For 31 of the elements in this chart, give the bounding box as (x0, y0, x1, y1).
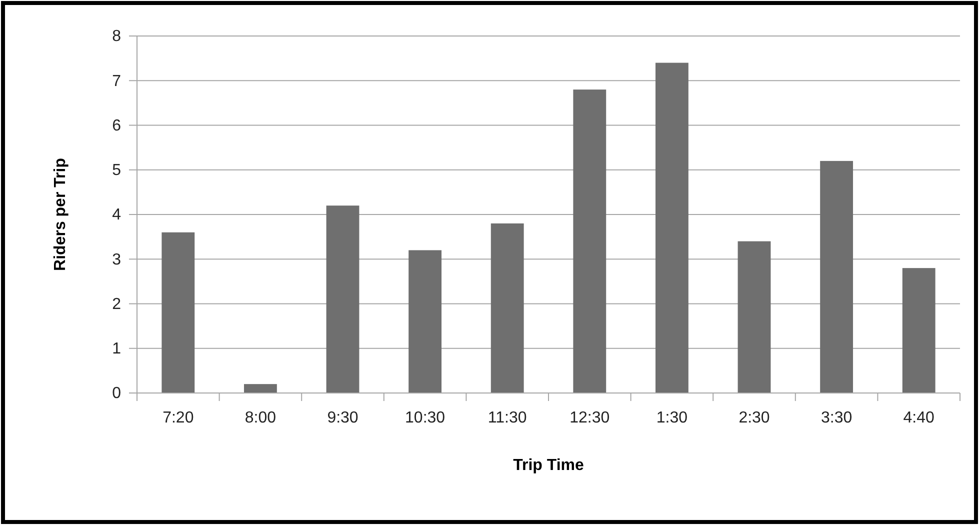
y-tick-label: 4 (112, 206, 122, 224)
y-tick-label: 6 (112, 117, 122, 134)
bar (573, 90, 606, 393)
y-tick-label: 1 (112, 340, 122, 358)
x-tick-label: 3:30 (820, 409, 852, 426)
bar (738, 241, 771, 393)
y-tick-label: 3 (112, 251, 122, 268)
y-tick-label: 0 (112, 385, 122, 402)
bar (326, 206, 360, 393)
x-tick-label: 9:30 (327, 409, 358, 426)
bar (655, 62, 688, 393)
y-tick-label: 8 (112, 28, 122, 46)
bar (408, 250, 442, 393)
x-tick-label: 1:30 (656, 409, 688, 426)
y-axis-title: Riders per Trip (52, 158, 69, 271)
y-tick-label: 5 (112, 162, 122, 179)
x-tick-label: 12:30 (570, 409, 610, 426)
x-tick-label: 4:40 (903, 409, 935, 426)
bar (162, 232, 195, 393)
x-axis-title: Trip Time (513, 457, 584, 474)
bar (820, 160, 854, 393)
bar (244, 384, 277, 393)
bar (902, 268, 936, 393)
x-tick-label: 10:30 (405, 409, 446, 426)
x-tick-label: 8:00 (244, 409, 276, 426)
bar (490, 223, 524, 393)
y-tick-label: 2 (112, 296, 122, 313)
x-tick-label: 11:30 (488, 409, 527, 426)
x-tick-label: 2:30 (738, 409, 770, 426)
x-tick-label: 7:20 (162, 409, 194, 426)
y-tick-label: 7 (112, 72, 122, 90)
